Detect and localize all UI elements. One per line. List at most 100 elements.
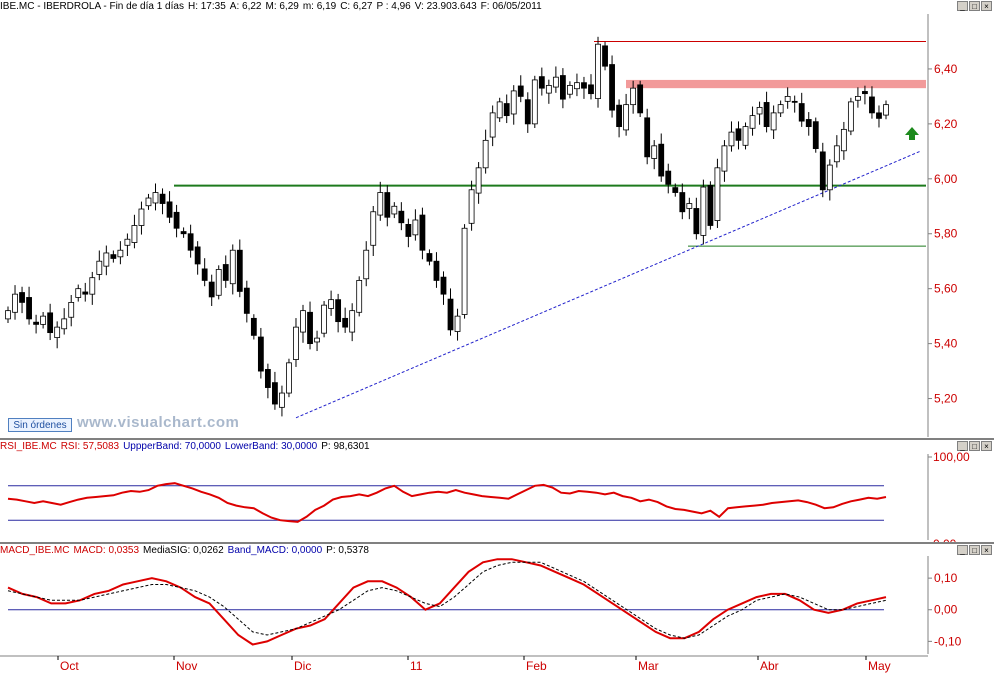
candle-body — [869, 96, 875, 114]
candle-body — [363, 249, 370, 280]
maximize-button[interactable]: □ — [969, 441, 980, 451]
candle-body — [468, 189, 475, 224]
candle-body — [630, 87, 637, 106]
candle-body — [693, 208, 700, 235]
candle-body — [243, 287, 250, 314]
y-tick-label: 5,20 — [934, 392, 958, 406]
candle-body — [798, 103, 805, 122]
maximize-button[interactable]: □ — [969, 1, 980, 11]
candle-body — [559, 75, 566, 100]
candle-body — [124, 238, 131, 246]
candle-body — [307, 311, 313, 345]
candle-body — [503, 103, 510, 117]
candle-body — [391, 205, 398, 215]
price-window-buttons: _ □ × — [957, 1, 992, 11]
rsi-header: RSI_IBE.MC RSI: 57,5083 UppperBand: 70,000… — [0, 440, 994, 454]
candle-body — [707, 184, 714, 226]
close-button[interactable]: × — [981, 1, 992, 11]
candle-body — [777, 104, 784, 114]
header-field: UppperBand: 70,0000 — [123, 441, 221, 452]
header-field: C: 6,27 — [340, 1, 373, 12]
header-field: MediaSIG: 0,0262 — [143, 545, 224, 556]
header-field: P: 0,5378 — [326, 545, 369, 556]
resistance-band — [626, 79, 926, 89]
candle-body — [826, 164, 833, 191]
candle-body — [419, 214, 426, 251]
candle-body — [75, 288, 82, 298]
candle-body — [524, 99, 531, 125]
candle-body — [545, 85, 552, 94]
candle-body — [272, 382, 278, 405]
candle-body — [173, 211, 180, 229]
y-tick-label: -0,10 — [934, 634, 962, 648]
candle-body — [658, 143, 665, 177]
candle-body — [293, 326, 299, 360]
header-field: V: 23.903.643 — [414, 1, 477, 12]
candle-body — [208, 281, 215, 298]
candle-body — [847, 101, 854, 132]
candle-body — [286, 362, 292, 394]
close-button[interactable]: × — [981, 545, 992, 555]
candle-body — [855, 96, 861, 101]
minimize-button[interactable]: _ — [957, 1, 968, 11]
rsi-panel: RSI_IBE.MC RSI: 57,5083 UppperBand: 70,000… — [0, 440, 994, 542]
rsi-window-buttons: _ □ × — [957, 441, 992, 451]
candle-body — [26, 297, 32, 320]
candle-body — [152, 192, 159, 204]
candle-body — [454, 315, 461, 332]
candle-body — [328, 299, 335, 309]
candle-body — [496, 101, 503, 119]
candle-body — [595, 43, 601, 100]
y-tick-label: 5,60 — [934, 282, 958, 296]
candle-body — [510, 90, 517, 115]
x-tick-label: Mar — [638, 659, 659, 673]
candle-body — [349, 310, 356, 333]
y-tick-label: 0,10 — [934, 571, 958, 585]
minimize-button[interactable]: _ — [957, 441, 968, 451]
candle-body — [637, 84, 644, 114]
candle-body — [335, 299, 342, 323]
panel-divider[interactable] — [0, 542, 994, 544]
candle-body — [412, 219, 419, 236]
candle-body — [876, 112, 882, 119]
candle-body — [567, 85, 573, 95]
candle-body — [862, 91, 868, 95]
candle-body — [644, 117, 651, 158]
candle-body — [103, 252, 110, 267]
candle-body — [19, 292, 25, 303]
y-tick-label: 5,40 — [934, 337, 958, 351]
candle-body — [805, 119, 812, 128]
candle-body — [517, 85, 524, 97]
up-arrow-icon — [905, 127, 919, 135]
orders-badge[interactable]: Sin órdenes — [8, 418, 72, 432]
candle-body — [321, 304, 327, 334]
x-tick-label: Dic — [294, 659, 311, 673]
close-button[interactable]: × — [981, 441, 992, 451]
candle-body — [721, 145, 728, 172]
x-tick-label: May — [868, 659, 891, 673]
candle-body — [651, 145, 658, 159]
candle-body — [749, 115, 756, 129]
x-tick-label: Oct — [60, 659, 79, 673]
panel-divider[interactable] — [0, 438, 994, 440]
maximize-button[interactable]: □ — [969, 545, 980, 555]
y-tick-label: 100,00 — [933, 450, 970, 464]
candle-body — [686, 203, 693, 209]
trend-line — [295, 150, 921, 419]
up-arrow-stem — [909, 134, 915, 140]
candle-body — [229, 249, 236, 285]
candle-body — [623, 104, 630, 131]
minimize-button[interactable]: _ — [957, 545, 968, 555]
candle-body — [426, 253, 433, 262]
candle-body — [33, 321, 39, 325]
header-field: MACD: 0,0353 — [73, 545, 140, 556]
candle-body — [138, 208, 145, 226]
candle-body — [482, 139, 489, 169]
candle-body — [68, 302, 75, 318]
y-tick-label: 0,00 — [933, 537, 957, 542]
macd-window-buttons: _ □ × — [957, 545, 992, 555]
candle-body — [215, 269, 222, 296]
candle-body — [531, 79, 538, 125]
candle-body — [461, 227, 468, 315]
candle-body — [665, 170, 672, 185]
